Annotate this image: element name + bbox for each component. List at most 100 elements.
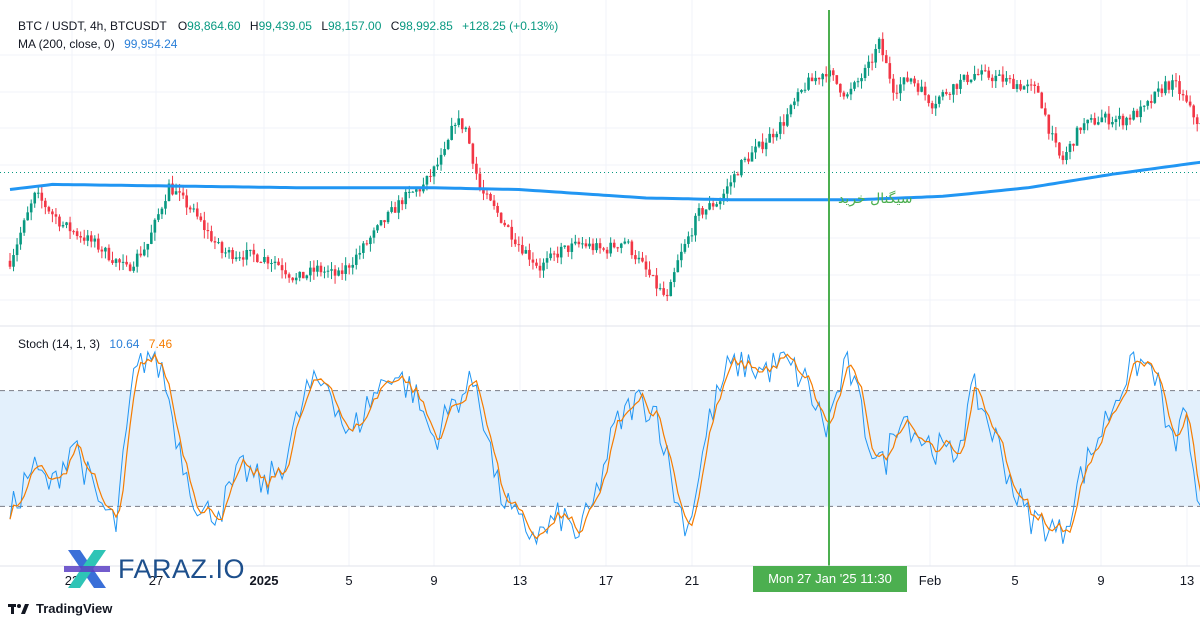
candle-body — [683, 243, 687, 252]
candle-body — [132, 266, 135, 271]
candle-body — [142, 249, 146, 256]
brand-name: FARAZ.IO — [118, 553, 246, 584]
candle-body — [1040, 92, 1044, 109]
candle-body — [270, 262, 273, 264]
candle-body — [644, 261, 648, 270]
candle-body — [1012, 78, 1015, 89]
candle-body — [245, 250, 249, 260]
candle-body — [464, 127, 468, 130]
candle-body — [913, 78, 916, 84]
candle-body — [623, 241, 627, 244]
candle-body — [29, 203, 33, 213]
stoch-d-line — [9, 353, 1200, 540]
candle-body — [1019, 84, 1022, 90]
candle-body — [415, 189, 418, 192]
candle-body — [531, 259, 535, 263]
candle-body — [164, 201, 167, 209]
candle-body — [390, 207, 393, 212]
candle-body — [906, 77, 909, 82]
x-tick-label: 9 — [1097, 573, 1104, 588]
candle-body — [814, 77, 817, 82]
stoch-d-value: 7.46 — [148, 337, 173, 351]
tradingview-footer[interactable]: TradingView — [8, 601, 112, 616]
low-label: L — [321, 19, 328, 33]
candle-body — [499, 212, 503, 223]
stoch-legend: Stoch (14, 1, 3) 10.64 7.46 — [18, 337, 172, 351]
x-tick-label: 13 — [513, 573, 527, 588]
candle-body — [397, 200, 400, 213]
candle-body — [33, 192, 37, 204]
candle-body — [358, 252, 362, 255]
candle-body — [916, 83, 920, 92]
candle-body — [330, 269, 333, 271]
candle-body — [1107, 113, 1111, 125]
candle-body — [549, 253, 552, 259]
candle-body — [146, 243, 150, 250]
candle-body — [782, 122, 786, 126]
candle-body — [429, 175, 432, 177]
candle-body — [107, 247, 111, 261]
candle-body — [362, 243, 365, 253]
candle-body — [574, 241, 577, 244]
candle-body — [1096, 122, 1100, 125]
open-value: 98,864.60 — [187, 19, 241, 33]
ma-label[interactable]: MA (200, close, 0) — [18, 37, 115, 51]
candle-body — [36, 192, 40, 194]
candle-body — [542, 262, 545, 271]
candle-body — [863, 67, 867, 79]
candle-body — [238, 257, 241, 259]
x-axis[interactable]: 23 27 2025 5 9 13 17 21 Feb 5 9 13 — [0, 565, 1200, 588]
candle-body — [764, 142, 768, 150]
candle-body — [167, 183, 171, 202]
candle-body — [203, 220, 206, 231]
symbol-title[interactable]: BTC / USDT, 4h, BTCUSDT — [18, 19, 167, 33]
candle-body — [425, 175, 429, 185]
candle-body — [298, 271, 302, 278]
ma-value: 99,954.24 — [124, 37, 178, 51]
candle-body — [489, 193, 492, 201]
candle-body — [1061, 155, 1065, 161]
candle-body — [1178, 81, 1181, 95]
candle-body — [15, 244, 19, 256]
open-label: O — [177, 19, 188, 33]
candle-body — [478, 173, 482, 189]
candle-body — [383, 220, 386, 223]
crosshair-time-label: Mon 27 Jan '25 11:30 — [753, 566, 907, 592]
candle-body — [923, 86, 927, 96]
candle-body — [658, 288, 662, 290]
candle-body — [340, 270, 344, 274]
candle-body — [559, 246, 563, 258]
candle-body — [884, 55, 888, 64]
candle-body — [888, 63, 892, 79]
candle-body — [1149, 101, 1153, 103]
candle-body — [757, 141, 761, 147]
candle-body — [217, 242, 220, 244]
candle-body — [1174, 80, 1178, 82]
candle-body — [220, 242, 224, 253]
candle-body — [1001, 74, 1005, 82]
candle-body — [400, 200, 404, 205]
candle-body — [1114, 119, 1118, 123]
candle-body — [718, 201, 722, 205]
buy-signal-label: سیگنال خرید — [838, 190, 912, 207]
candle-body — [962, 74, 966, 80]
candle-body — [535, 262, 538, 266]
candle-body — [927, 95, 930, 104]
candle-body — [407, 191, 411, 193]
candle-body — [634, 255, 637, 260]
candle-body — [545, 258, 549, 263]
candle-body — [867, 61, 870, 68]
candle-body — [468, 127, 471, 144]
candle-body — [824, 74, 828, 77]
candle-body — [959, 79, 962, 89]
candle-body — [323, 271, 326, 273]
stoch-label[interactable]: Stoch (14, 1, 3) — [18, 337, 101, 351]
candle-body — [266, 256, 270, 264]
candle-body — [1005, 78, 1008, 82]
candle-body — [259, 262, 263, 264]
candle-body — [513, 239, 517, 245]
candle-body — [761, 141, 764, 150]
candle-body — [711, 203, 715, 207]
candle-body — [655, 275, 658, 289]
